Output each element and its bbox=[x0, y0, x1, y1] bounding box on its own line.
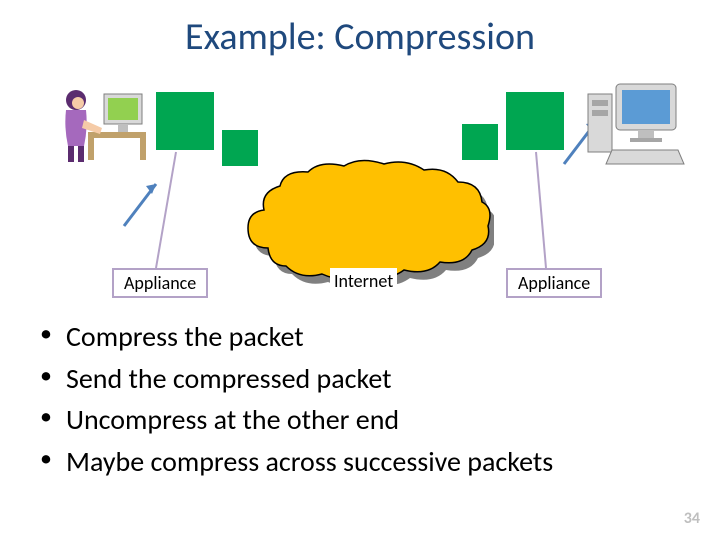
callout-line-icon bbox=[150, 150, 180, 270]
green-box-icon bbox=[156, 92, 214, 150]
internet-label: Internet bbox=[330, 268, 397, 294]
appliance-left-label: Appliance bbox=[112, 268, 208, 298]
network-diagram: Appliance Internet Appliance bbox=[0, 80, 720, 280]
slide: Example: Compression bbox=[0, 0, 720, 540]
green-box-icon bbox=[506, 92, 564, 150]
list-item: Compress the packet bbox=[40, 320, 680, 354]
desktop-pc-icon bbox=[586, 80, 686, 175]
page-number: 34 bbox=[684, 509, 700, 528]
callout-line-icon bbox=[532, 150, 552, 270]
list-item: Maybe compress across successive packets bbox=[40, 445, 680, 479]
appliance-right-label: Appliance bbox=[506, 268, 602, 298]
person-at-computer-icon bbox=[58, 88, 148, 171]
green-box-small-icon bbox=[462, 124, 498, 160]
slide-title: Example: Compression bbox=[0, 14, 720, 60]
list-item: Uncompress at the other end bbox=[40, 403, 680, 437]
bullet-list: Compress the packet Send the compressed … bbox=[40, 320, 680, 486]
list-item: Send the compressed packet bbox=[40, 362, 680, 396]
